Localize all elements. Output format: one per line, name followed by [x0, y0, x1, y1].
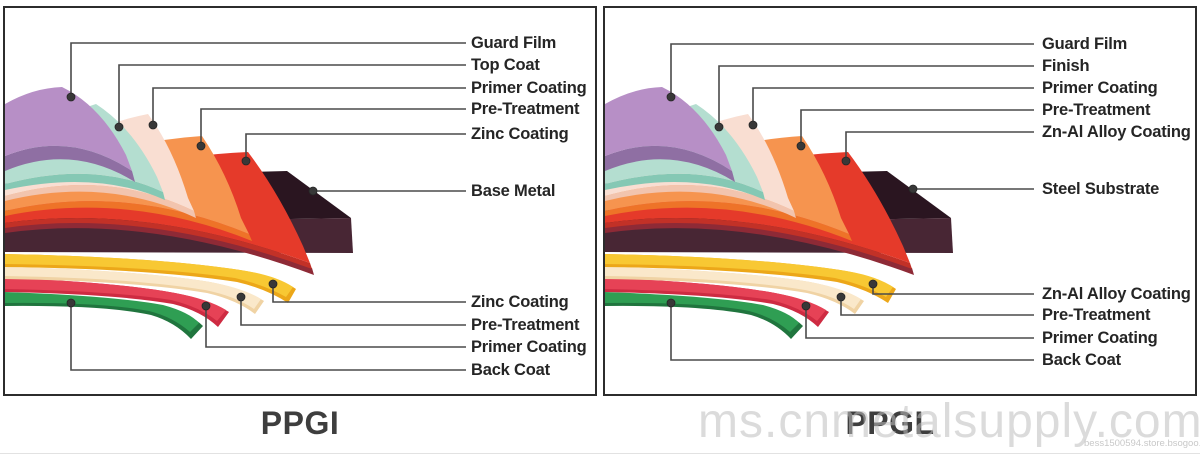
label-znal-alloy-coating-bottom: Zn-Al Alloy Coating	[1042, 285, 1191, 303]
ppgi-title: PPGI	[260, 405, 340, 441]
label-pre-treatment: Pre-Treatment	[471, 100, 580, 118]
label-primer-coating: Primer Coating	[1042, 79, 1158, 97]
ppgl-diagram	[605, 43, 1034, 361]
ppgi-connectors	[66, 42, 466, 371]
panel-ppgi: Guard Film Top Coat Primer Coating Pre-T…	[3, 6, 597, 396]
label-base-metal: Base Metal	[471, 182, 556, 200]
ppgl-connectors	[666, 43, 1034, 361]
site-watermark: ms.cnmetalsupply.com	[698, 395, 1200, 448]
label-pre-treatment-bottom: Pre-Treatment	[471, 316, 580, 334]
label-pre-treatment: Pre-Treatment	[1042, 101, 1151, 119]
label-finish: Finish	[1042, 57, 1090, 75]
label-guard-film: Guard Film	[471, 34, 557, 52]
label-primer-coating: Primer Coating	[471, 79, 587, 97]
ppgl-title: PPGL	[845, 405, 935, 441]
ppgi-diagram	[5, 42, 466, 371]
panel-ppgl: Guard Film Finish Primer Coating Pre-Tre…	[603, 6, 1197, 396]
label-zinc-coating-bottom: Zinc Coating	[471, 293, 569, 311]
label-top-coat: Top Coat	[471, 56, 540, 74]
label-zinc-coating: Zinc Coating	[471, 125, 569, 143]
store-sub-watermark: bess1500594.store.bsogoo.com	[1084, 438, 1200, 449]
bottom-divider	[0, 453, 1200, 454]
label-back-coat: Back Coat	[471, 361, 550, 379]
label-back-coat: Back Coat	[1042, 351, 1121, 369]
label-guard-film: Guard Film	[1042, 35, 1128, 53]
label-primer-coating-bottom: Primer Coating	[471, 338, 587, 356]
label-steel-substrate: Steel Substrate	[1042, 180, 1160, 198]
label-primer-coating-bottom: Primer Coating	[1042, 329, 1158, 347]
label-znal-alloy-coating: Zn-Al Alloy Coating	[1042, 123, 1191, 141]
label-pre-treatment-bottom: Pre-Treatment	[1042, 306, 1151, 324]
